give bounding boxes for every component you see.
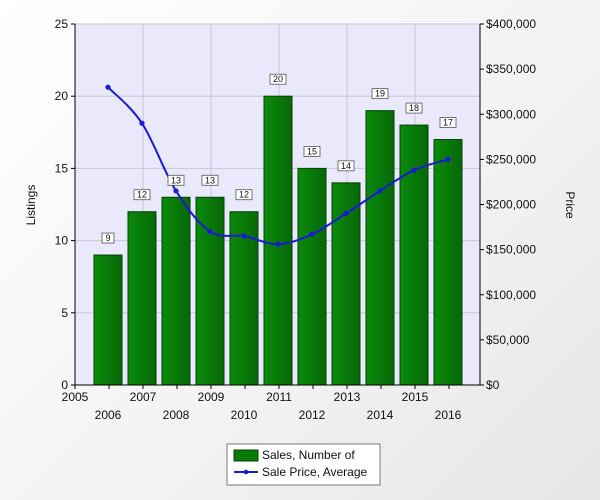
x-tick-label-lower: 2008 bbox=[163, 408, 190, 422]
bar-label-box bbox=[303, 145, 321, 157]
right-tick-label: $150,000 bbox=[486, 243, 536, 257]
bar-value-label: 12 bbox=[239, 190, 249, 200]
price-point-2016 bbox=[445, 156, 451, 162]
bar-label-box bbox=[371, 88, 389, 100]
bar-value-label: 15 bbox=[307, 146, 317, 156]
right-tick-label: $100,000 bbox=[486, 288, 536, 302]
price-point-2008 bbox=[173, 188, 179, 194]
x-tick-label-upper: 2015 bbox=[402, 390, 429, 404]
left-tick-label: 15 bbox=[55, 161, 69, 175]
bar-value-label: 9 bbox=[105, 233, 110, 243]
bar-label-box bbox=[235, 189, 253, 201]
left-tick-label: 20 bbox=[55, 89, 69, 103]
x-tick-label-lower: 2006 bbox=[95, 408, 122, 422]
bar-label-box bbox=[405, 102, 423, 114]
x-tick-label-upper: 2009 bbox=[198, 390, 225, 404]
bar-label-box bbox=[101, 232, 115, 244]
bar-2009 bbox=[195, 196, 225, 386]
x-tick-label-upper: 2011 bbox=[266, 390, 292, 404]
bar-value-label: 17 bbox=[443, 118, 453, 128]
x-tick-label-upper: 2007 bbox=[130, 390, 157, 404]
price-point-2007 bbox=[139, 120, 145, 126]
bar-label-box bbox=[133, 189, 151, 201]
right-tick-label: $400,000 bbox=[486, 17, 536, 31]
x-tick-label-upper: 2013 bbox=[334, 390, 361, 404]
bar-value-label: 20 bbox=[273, 74, 283, 84]
bar-value-label: 12 bbox=[137, 190, 147, 200]
legend: Sales, Number of Sale Price, Average bbox=[226, 443, 381, 486]
bar-2010 bbox=[229, 211, 259, 386]
bar-2015 bbox=[399, 124, 429, 386]
price-point-2009 bbox=[207, 228, 213, 235]
bar-label-box bbox=[337, 160, 355, 172]
right-tick-label: $250,000 bbox=[486, 152, 536, 166]
bar-2008 bbox=[161, 196, 191, 386]
bar-2014 bbox=[365, 110, 395, 386]
bar-value-label: 19 bbox=[375, 89, 385, 99]
bar-label-box bbox=[439, 117, 457, 128]
price-point-2012 bbox=[309, 231, 315, 237]
x-tick-label-lower: 2012 bbox=[299, 408, 326, 422]
bar-2012 bbox=[297, 167, 327, 386]
bar-label-box bbox=[269, 73, 287, 85]
left-axis-title: Listings bbox=[24, 185, 38, 226]
legend-bar-swatch bbox=[233, 449, 259, 462]
bar-2016 bbox=[433, 139, 463, 386]
legend-item-sales: Sales, Number of bbox=[262, 448, 355, 462]
x-tick-label-lower: 2016 bbox=[435, 408, 462, 422]
price-point-2014 bbox=[377, 188, 383, 194]
x-tick-label-lower: 2010 bbox=[231, 408, 258, 422]
price-point-2011 bbox=[275, 241, 281, 247]
legend-line-marker bbox=[243, 469, 249, 475]
x-tick-label-upper: 2005 bbox=[62, 390, 89, 404]
right-tick-label: $200,000 bbox=[486, 198, 536, 212]
left-tick-label: 5 bbox=[61, 306, 68, 320]
right-tick-label: $50,000 bbox=[486, 333, 530, 347]
bar-value-label: 14 bbox=[341, 161, 351, 171]
price-point-2006 bbox=[105, 84, 111, 90]
bar-2007 bbox=[127, 211, 157, 386]
left-tick-label: 0 bbox=[61, 378, 68, 392]
bar-2011 bbox=[263, 95, 293, 386]
left-tick-label: 10 bbox=[55, 234, 69, 248]
right-tick-label: $0 bbox=[486, 378, 500, 392]
bar-value-label: 13 bbox=[171, 175, 181, 185]
right-tick-label: $350,000 bbox=[486, 62, 536, 76]
right-axis-title: Price bbox=[563, 191, 577, 219]
right-tick-label: $300,000 bbox=[486, 107, 536, 121]
price-point-2010 bbox=[241, 233, 247, 239]
price-point-2015 bbox=[411, 167, 417, 173]
bar-value-label: 18 bbox=[409, 103, 419, 113]
bar-label-box bbox=[167, 174, 185, 186]
x-tick-label-lower: 2014 bbox=[367, 408, 394, 422]
legend-item-price: Sale Price, Average bbox=[262, 465, 368, 479]
bar-2006 bbox=[93, 254, 123, 386]
price-point-2013 bbox=[343, 210, 349, 217]
bar-value-label: 13 bbox=[205, 175, 215, 185]
bar-label-box bbox=[201, 174, 219, 186]
left-tick-label: 25 bbox=[55, 17, 69, 31]
